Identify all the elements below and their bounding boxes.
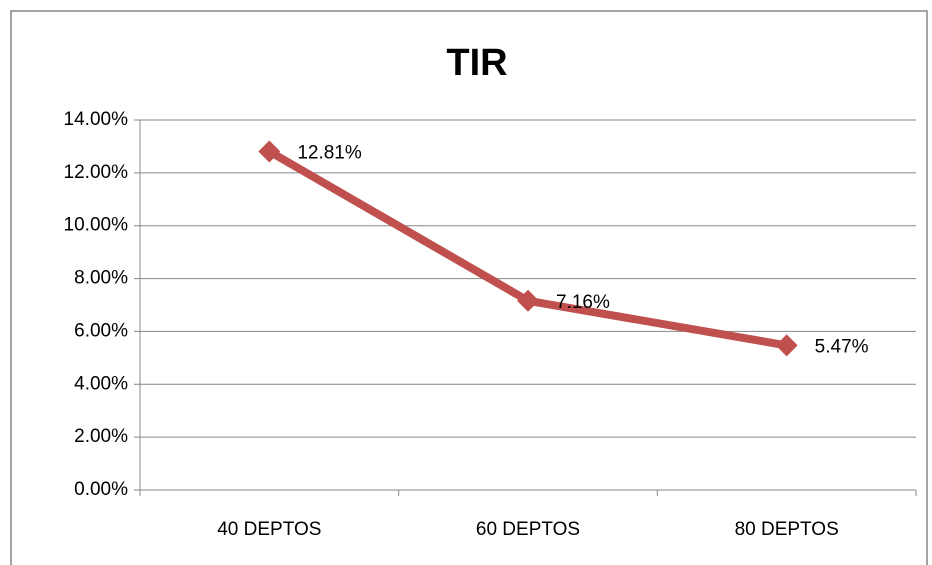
- data-label: 12.81%: [297, 142, 362, 163]
- y-tick-label: 0.00%: [74, 479, 128, 500]
- data-label: 7.16%: [556, 292, 610, 313]
- y-tick-label: 6.00%: [74, 320, 128, 341]
- chart-border: [10, 10, 928, 565]
- y-tick-label: 14.00%: [64, 109, 129, 130]
- data-label: 5.47%: [815, 336, 869, 357]
- y-tick-label: 12.00%: [64, 162, 129, 183]
- y-tick-label: 10.00%: [64, 215, 129, 236]
- x-tick-label: 80 DEPTOS: [735, 519, 839, 540]
- marker: [258, 140, 281, 163]
- marker: [517, 289, 539, 312]
- y-tick-label: 2.00%: [74, 426, 128, 447]
- y-tick-label: 4.00%: [74, 373, 128, 394]
- marker: [775, 334, 798, 357]
- x-tick-label: 60 DEPTOS: [476, 519, 580, 540]
- x-tick-label: 40 DEPTOS: [217, 519, 321, 540]
- y-tick-label: 8.00%: [74, 268, 128, 289]
- chart-title: TIR: [446, 42, 507, 84]
